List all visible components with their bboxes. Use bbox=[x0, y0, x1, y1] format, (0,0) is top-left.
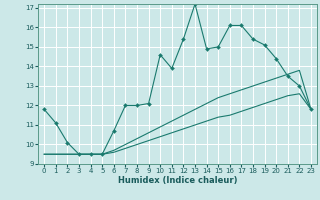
X-axis label: Humidex (Indice chaleur): Humidex (Indice chaleur) bbox=[118, 176, 237, 185]
